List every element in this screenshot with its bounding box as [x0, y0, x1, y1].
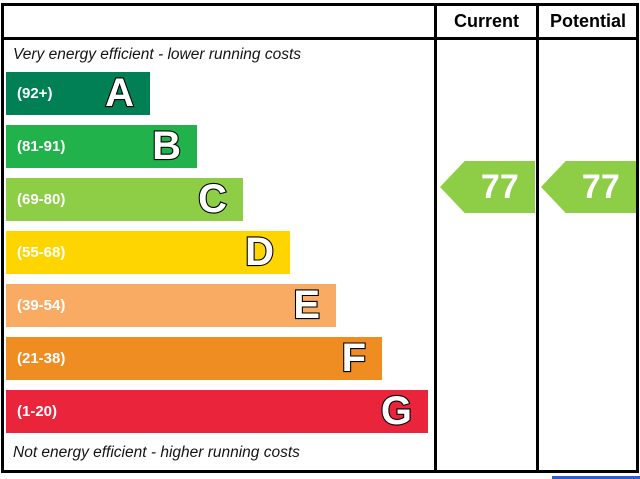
band-range-label: (21-38) — [17, 350, 66, 367]
eu-flag-top-edge — [552, 476, 640, 479]
band-range-label: (55-68) — [17, 244, 66, 261]
bottom-note: Not energy efficient - higher running co… — [13, 444, 300, 461]
header-separator-line — [1, 37, 639, 40]
band-row-e: (39-54) E — [6, 282, 336, 328]
band-row-f: (21-38) F — [6, 335, 382, 381]
current-column-header: Current — [453, 11, 519, 31]
band-range-label: (69-80) — [17, 191, 66, 208]
top-note: Very energy efficient - lower running co… — [13, 46, 302, 63]
band-range-label: (81-91) — [17, 138, 66, 155]
potential-column-header: Potential — [549, 11, 626, 31]
band-range-label: (92+) — [17, 85, 53, 102]
band-row-g: (1-20) G — [6, 388, 428, 434]
band-row-c: (69-80) C — [6, 176, 243, 222]
potential-rating-value: 77 — [581, 167, 620, 206]
band-letter: A — [104, 70, 135, 115]
current-column-divider — [434, 3, 437, 473]
band-letter: C — [197, 176, 228, 221]
band-row-a: (92+) A — [6, 70, 150, 116]
current-rating-value: 77 — [480, 167, 519, 206]
band-row-b: (81-91) B — [6, 123, 197, 169]
potential-column-divider — [536, 3, 539, 473]
band-letter: D — [244, 229, 275, 274]
band-letter: E — [292, 282, 321, 327]
band-row-d: (55-68) D — [6, 229, 290, 275]
band-letter: F — [340, 335, 367, 380]
band-range-label: (39-54) — [17, 297, 66, 314]
band-range-label: (1-20) — [17, 403, 58, 420]
band-letter: G — [380, 388, 413, 433]
band-letter: B — [151, 123, 182, 168]
